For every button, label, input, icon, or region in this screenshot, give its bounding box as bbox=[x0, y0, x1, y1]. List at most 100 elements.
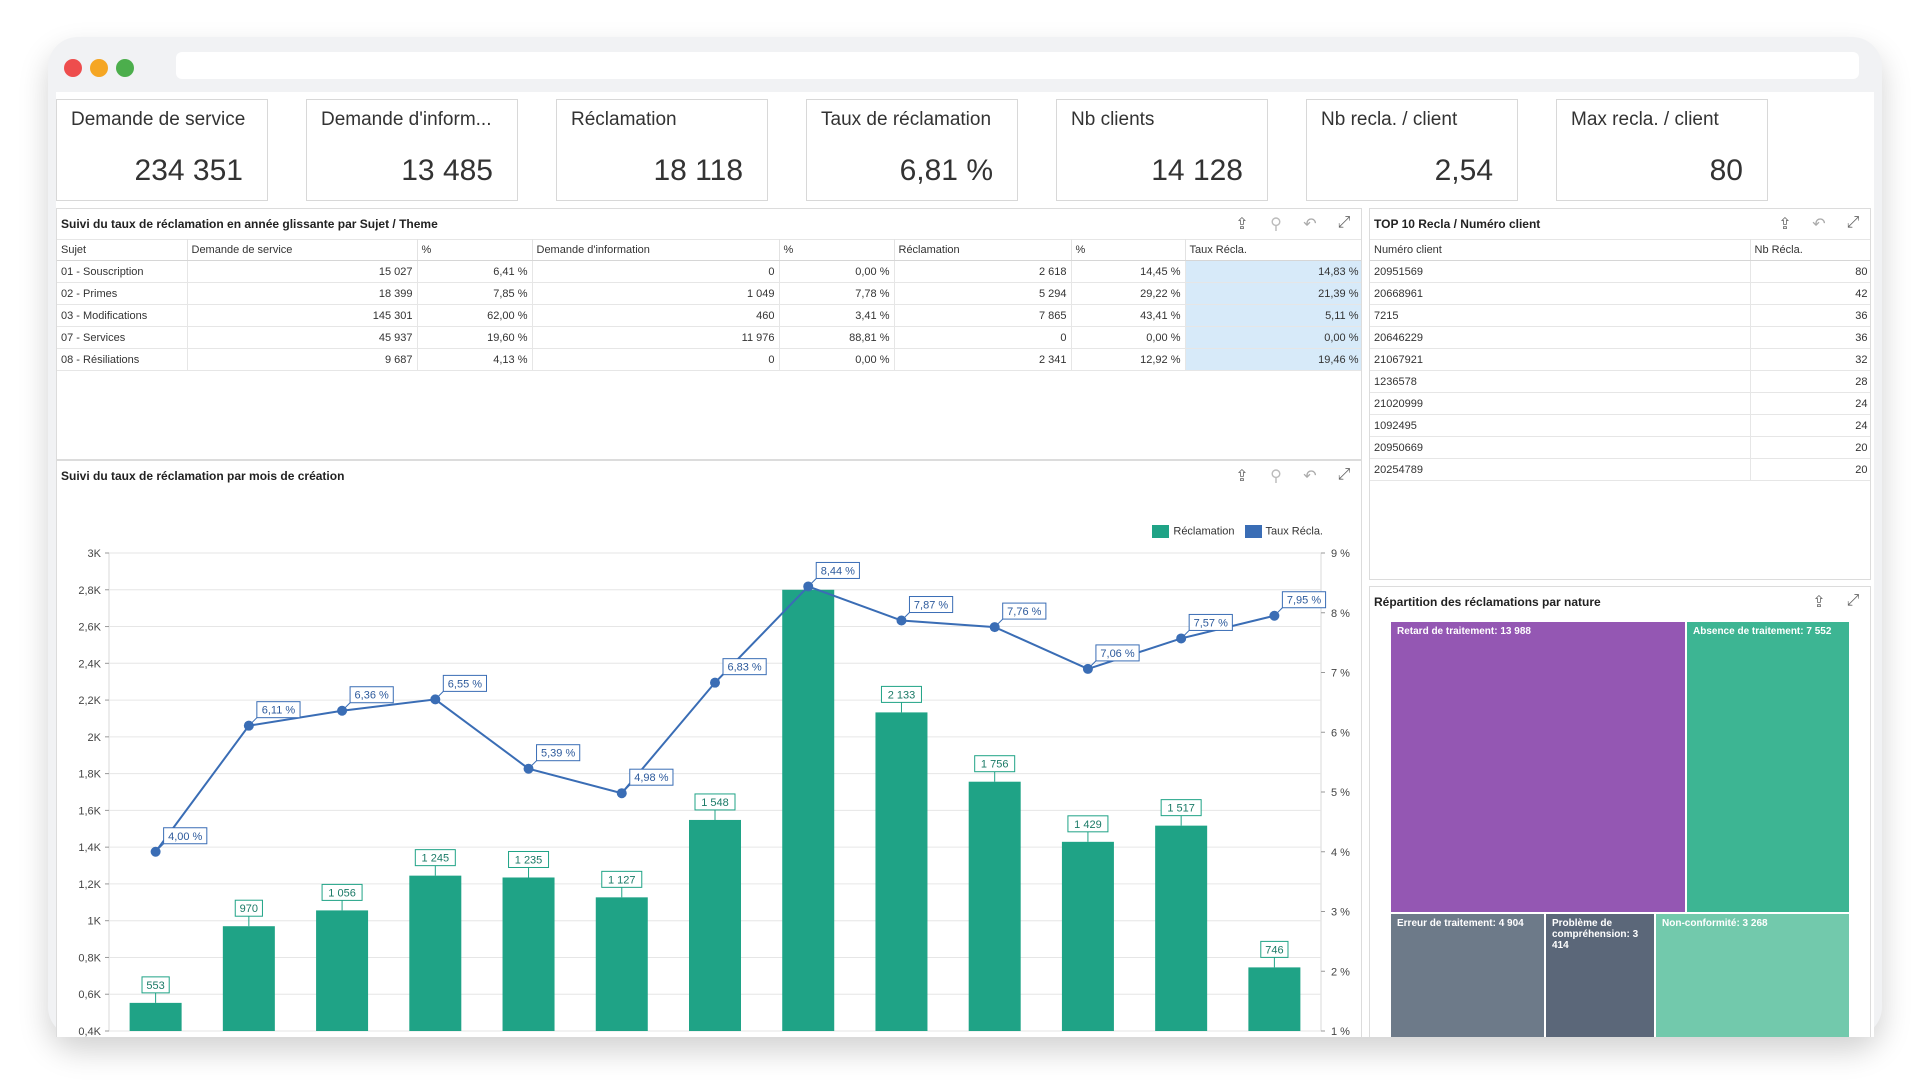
table-row[interactable]: 7215 36 bbox=[1370, 304, 1870, 327]
table-cell: 24 bbox=[1750, 392, 1870, 415]
bar-label-box bbox=[1067, 815, 1109, 833]
maximize-icon[interactable]: ⤢ bbox=[1846, 214, 1860, 231]
line-label: 7,87 % bbox=[914, 600, 948, 612]
table-row[interactable]: 01 - Souscription 15 027 6,41 % 0 0,00 % 2 61… bbox=[57, 260, 1361, 283]
line-label-leader bbox=[621, 784, 631, 794]
table-row[interactable]: 1236578 28 bbox=[1370, 370, 1870, 393]
table-cell: 0,00 % bbox=[1185, 326, 1361, 349]
table-cell: 20668961 bbox=[1370, 282, 1751, 305]
table-row[interactable]: 20951569 80 bbox=[1370, 260, 1870, 283]
table-cell: 0,00 % bbox=[1071, 326, 1186, 349]
maximize-icon[interactable]: ⤢ bbox=[1337, 466, 1351, 483]
column-header[interactable]: % bbox=[779, 239, 895, 261]
line-label: 6,55 % bbox=[448, 678, 482, 690]
table-cell: 9 687 bbox=[187, 348, 418, 371]
column-header[interactable]: Réclamation bbox=[894, 239, 1072, 261]
chart-legend: Réclamation Taux Récla. bbox=[1152, 525, 1323, 538]
table-cell: 43,41 % bbox=[1071, 304, 1186, 327]
bar-reclamation bbox=[129, 1002, 182, 1031]
y-tick-label: 1,2K bbox=[78, 879, 101, 891]
line-label-box bbox=[256, 701, 301, 719]
top10-table: Numéro client Nb Récla. 20951569 80 2066896… bbox=[1370, 239, 1870, 481]
table-cell: 36 bbox=[1750, 304, 1870, 327]
column-header[interactable]: % bbox=[1071, 239, 1186, 261]
y-tick-label: 0,4K bbox=[78, 1026, 101, 1037]
maximize-window-button[interactable] bbox=[116, 59, 134, 77]
legend-item-taux[interactable]: Taux Récla. bbox=[1244, 525, 1323, 538]
column-header[interactable]: Demande d'information bbox=[532, 239, 780, 261]
export-icon[interactable]: ⇪ bbox=[1235, 216, 1249, 233]
table-cell: 2 618 bbox=[894, 260, 1072, 283]
table-row[interactable]: 08 - Résiliations 9 687 4,13 % 0 0,00 % 2 341… bbox=[57, 348, 1361, 371]
table-cell: 0 bbox=[532, 348, 780, 371]
column-header[interactable]: Numéro client bbox=[1370, 239, 1751, 261]
table-row[interactable]: 21067921 32 bbox=[1370, 348, 1870, 371]
table-row[interactable]: 20668961 42 bbox=[1370, 282, 1870, 305]
export-icon[interactable]: ⇪ bbox=[1812, 594, 1826, 611]
bar-reclamation bbox=[689, 819, 741, 1031]
column-header[interactable]: % bbox=[417, 239, 533, 261]
treemap-cell-non-conformite[interactable]: Non-conformité: 3 268 bbox=[1655, 913, 1850, 1037]
table-cell: 14,83 % bbox=[1185, 260, 1361, 283]
monthly-chart: 0,4K 0,6K 0,8K 1K 1,2K 1,4K 1,6K 1,8K 2K 2,2K 2,4K… bbox=[78, 548, 1350, 1037]
undo-icon[interactable]: ↶ bbox=[1303, 216, 1317, 233]
kpi-label: Demande d'inform... bbox=[321, 109, 492, 130]
table-cell: 12,92 % bbox=[1071, 348, 1186, 371]
table-cell: 80 bbox=[1750, 260, 1870, 283]
column-header[interactable]: Nb Récla. bbox=[1750, 239, 1870, 261]
bar-label: 1 245 bbox=[422, 853, 450, 865]
bar-label-box bbox=[880, 685, 922, 703]
y-tick-label: 2,2K bbox=[78, 695, 101, 707]
line-label-box bbox=[908, 596, 954, 614]
bar-label: 1 756 bbox=[981, 759, 1009, 771]
table-row[interactable]: 07 - Services 45 937 19,60 % 11 976 88,81 % 0… bbox=[57, 326, 1361, 349]
legend-item-reclamation[interactable]: Réclamation bbox=[1152, 525, 1235, 538]
kpi-value: 2,54 bbox=[1434, 154, 1493, 187]
panel-title: Suivi du taux de réclamation en année gl… bbox=[61, 217, 438, 231]
y-tick-label: 0,8K bbox=[78, 952, 101, 964]
clear-filter-icon[interactable]: ⚲ bbox=[1270, 216, 1282, 233]
table-row[interactable]: 20646229 36 bbox=[1370, 326, 1870, 349]
line-label-box bbox=[442, 674, 488, 692]
column-header[interactable]: Taux Récla. bbox=[1185, 239, 1361, 261]
line-label: 6,36 % bbox=[355, 690, 389, 702]
column-header[interactable]: Demande de service bbox=[187, 239, 418, 261]
export-icon[interactable]: ⇪ bbox=[1778, 216, 1792, 233]
table-cell: 24 bbox=[1750, 414, 1870, 437]
clear-filter-icon[interactable]: ⚲ bbox=[1270, 468, 1282, 485]
line-label-box bbox=[815, 561, 860, 579]
line-label: 7,06 % bbox=[1100, 648, 1134, 660]
line-label-leader bbox=[901, 612, 910, 621]
column-header[interactable]: Sujet bbox=[57, 239, 188, 261]
close-window-button[interactable] bbox=[64, 59, 82, 77]
bar-label: 2 133 bbox=[888, 689, 916, 701]
treemap-cell-probleme[interactable]: Problème de compréhension: 3 414 bbox=[1545, 913, 1655, 1037]
undo-icon[interactable]: ↶ bbox=[1812, 216, 1826, 233]
kpi-label: Nb clients bbox=[1071, 109, 1155, 130]
bar-reclamation bbox=[1248, 967, 1301, 1031]
kpi-card-demande-service: Demande de service 234 351 bbox=[56, 99, 268, 201]
table-row[interactable]: 20254789 20 bbox=[1370, 458, 1870, 481]
maximize-icon[interactable]: ⤢ bbox=[1337, 214, 1351, 231]
export-icon[interactable]: ⇪ bbox=[1235, 468, 1249, 485]
table-cell: 4,13 % bbox=[417, 348, 533, 371]
table-row[interactable]: 21020999 24 bbox=[1370, 392, 1870, 415]
y-tick-label: 0,6K bbox=[78, 989, 101, 1001]
line-label-leader bbox=[248, 717, 258, 727]
minimize-window-button[interactable] bbox=[90, 59, 108, 77]
treemap-cell-absence[interactable]: Absence de traitement: 7 552 bbox=[1686, 621, 1850, 913]
line-label-leader bbox=[807, 578, 817, 587]
y-tick-label: 2K bbox=[88, 732, 102, 744]
table-row[interactable]: 20950669 20 bbox=[1370, 436, 1870, 459]
address-bar[interactable] bbox=[176, 52, 1859, 79]
table-row[interactable]: 02 - Primes 18 399 7,85 % 1 049 7,78 % 5 294 2… bbox=[57, 282, 1361, 305]
undo-icon[interactable]: ↶ bbox=[1303, 468, 1317, 485]
maximize-icon[interactable]: ⤢ bbox=[1846, 592, 1860, 609]
table-row[interactable]: 03 - Modifications 145 301 62,00 % 460 3,41 … bbox=[57, 304, 1361, 327]
table-row[interactable]: 1092495 24 bbox=[1370, 414, 1870, 437]
table-cell: 1092495 bbox=[1370, 414, 1751, 437]
bar-label-box bbox=[1160, 799, 1202, 817]
treemap-cell-retard[interactable]: Retard de traitement: 13 988 bbox=[1390, 621, 1686, 913]
treemap-cell-erreur[interactable]: Erreur de traitement: 4 904 bbox=[1390, 913, 1545, 1037]
kpi-label: Demande de service bbox=[71, 109, 246, 130]
